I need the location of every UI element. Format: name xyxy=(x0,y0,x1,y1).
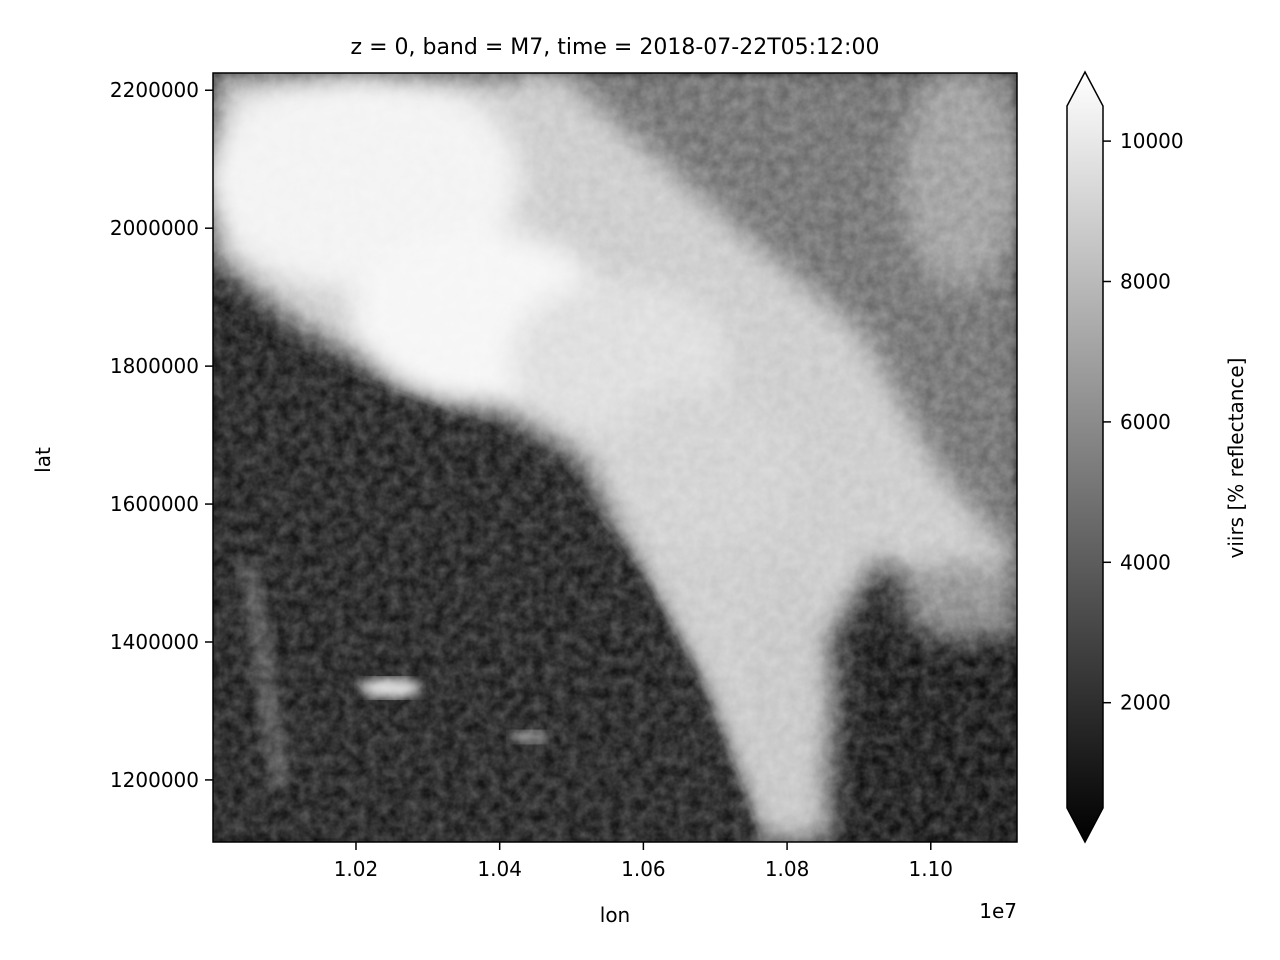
x-axis-label: lon xyxy=(600,903,630,927)
colorbar-tick-label: 8000 xyxy=(1120,270,1171,294)
colorbar-body xyxy=(1066,70,1104,844)
y-axis: 2200000 2000000 1800000 1600000 1400000 12000… xyxy=(110,78,213,792)
x-tick-label: 1.10 xyxy=(909,857,954,881)
chart-title: z = 0, band = M7, time = 2018-07-22T05:1… xyxy=(351,35,880,60)
heatmap-image xyxy=(213,73,1017,842)
x-tick-label: 1.06 xyxy=(621,857,666,881)
plot-frame xyxy=(212,72,1018,843)
y-axis-label: lat xyxy=(31,447,55,473)
y-tick-label: 1400000 xyxy=(110,630,199,654)
x-axis: 1.02 1.04 1.06 1.08 1.10 xyxy=(334,842,953,881)
x-offset-label: 1e7 xyxy=(979,899,1017,923)
y-tick-label: 2200000 xyxy=(110,78,199,102)
x-tick-label: 1.08 xyxy=(765,857,810,881)
colorbar-tick-label: 2000 xyxy=(1120,691,1171,715)
colorbar-tick-label: 4000 xyxy=(1120,550,1171,574)
x-tick-label: 1.02 xyxy=(334,857,379,881)
x-tick-label: 1.04 xyxy=(477,857,522,881)
colorbar-tick-label: 6000 xyxy=(1120,410,1171,434)
colorbar-ticks: 10000 8000 6000 4000 2000 xyxy=(1103,129,1184,715)
y-tick-label: 1800000 xyxy=(110,354,199,378)
y-tick-label: 1200000 xyxy=(110,768,199,792)
colorbar-tick-label: 10000 xyxy=(1120,129,1184,153)
colorbar: 10000 8000 6000 4000 2000 viirs [% reflectan… xyxy=(1066,70,1248,844)
y-tick-label: 1600000 xyxy=(110,492,199,516)
colorbar-label: viirs [% reflectance] xyxy=(1224,358,1248,559)
y-tick-label: 2000000 xyxy=(110,216,199,240)
